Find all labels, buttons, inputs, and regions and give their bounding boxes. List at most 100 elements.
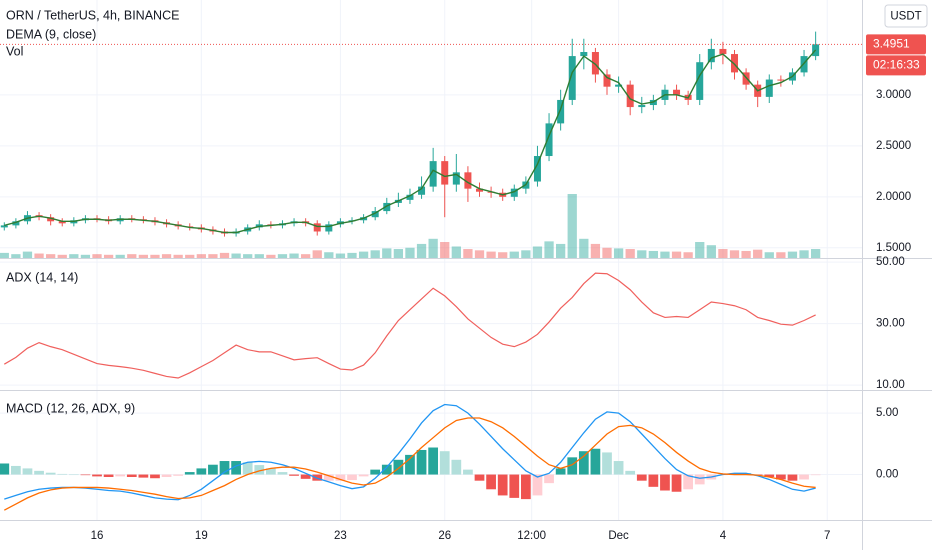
macd-histogram-bar xyxy=(358,474,369,477)
last-price-tag xyxy=(866,34,926,55)
candle-body xyxy=(441,161,449,185)
volume-bar xyxy=(648,250,659,258)
candle-body xyxy=(58,221,66,224)
volume-bar xyxy=(358,251,369,258)
volume-bar xyxy=(208,254,218,258)
macd-histogram-bar xyxy=(219,461,230,475)
candle-body xyxy=(765,79,773,97)
volume-bar xyxy=(289,253,299,258)
macd-histogram-bar xyxy=(775,474,786,480)
macd-histogram-bar xyxy=(208,464,218,475)
adx-line xyxy=(3,272,816,379)
currency-label: USDT xyxy=(890,11,921,23)
candle-body xyxy=(464,172,472,189)
adx-legend: ADX (14, 14) xyxy=(6,270,78,284)
macd-histogram-bar xyxy=(289,474,299,476)
macd-histogram-bar xyxy=(254,465,265,475)
macd-histogram-bar xyxy=(126,474,137,477)
candle-body xyxy=(638,105,646,108)
macd-histogram-bar xyxy=(590,448,601,475)
volume-bar xyxy=(92,254,102,258)
macd-histogram-bar xyxy=(613,461,624,475)
macd-histogram-bar xyxy=(497,474,508,496)
volume-bar xyxy=(219,252,230,258)
macd-histogram-bar xyxy=(242,462,253,475)
volume-bar xyxy=(382,248,392,258)
macd-histogram-bar xyxy=(567,457,578,475)
volume-bar xyxy=(22,251,33,258)
volume-bar xyxy=(474,250,485,258)
volume-bar xyxy=(0,252,9,258)
volume-bar xyxy=(370,250,380,258)
candle-body xyxy=(0,225,8,228)
volume-bar xyxy=(243,254,253,258)
volume-bar xyxy=(556,243,566,258)
volume-bar xyxy=(764,252,774,258)
volume-bar xyxy=(787,251,798,258)
macd-histogram-bar xyxy=(532,474,543,496)
volume-legend: Vol xyxy=(6,44,23,58)
volume-bar xyxy=(567,194,577,258)
candle-body xyxy=(545,123,553,157)
volume-bar xyxy=(301,254,311,258)
macd-histogram-bar xyxy=(671,474,682,492)
y-tick-label: 10.00 xyxy=(876,379,905,391)
volume-bar xyxy=(718,249,728,258)
currency-button[interactable] xyxy=(884,4,928,28)
candle-body xyxy=(383,202,391,212)
volume-bar xyxy=(602,247,612,258)
candle-body xyxy=(452,172,460,185)
macd-histogram-bar xyxy=(22,468,33,475)
macd-histogram-bar xyxy=(439,451,450,475)
volume-bar xyxy=(706,245,716,258)
volume-bar xyxy=(138,254,149,258)
volume-bar xyxy=(637,250,647,258)
volume-bar xyxy=(451,246,461,258)
macd-histogram-bar xyxy=(660,474,670,491)
candle-body xyxy=(707,48,715,63)
volume-bar xyxy=(671,251,682,258)
volume-bar xyxy=(34,253,44,258)
candle-body xyxy=(568,56,576,100)
candle-body xyxy=(371,211,379,218)
macd-histogram-bar xyxy=(636,474,647,481)
macd-histogram-bar xyxy=(393,459,404,475)
y-tick-label: 2.5000 xyxy=(876,140,911,152)
macd-histogram-bar xyxy=(474,474,485,481)
macd-histogram-bar xyxy=(428,447,439,475)
macd-histogram-bar xyxy=(521,474,531,500)
macd-histogram-bar xyxy=(544,474,554,484)
volume-bar xyxy=(347,252,357,258)
candle-body xyxy=(615,84,623,87)
candle-body xyxy=(603,74,611,87)
candle-body xyxy=(719,48,727,55)
x-tick-label: 12:00 xyxy=(517,530,546,542)
volume-bar xyxy=(103,254,114,258)
volume-bar xyxy=(532,246,543,258)
macd-histogram-bar xyxy=(335,474,346,481)
candle-body xyxy=(47,217,55,222)
volume-bar xyxy=(324,252,334,258)
x-tick-label: 4 xyxy=(720,530,727,542)
macd-histogram-bar xyxy=(578,451,589,475)
volume-bar xyxy=(544,241,554,258)
volume-bar xyxy=(69,254,79,258)
volume-bar xyxy=(127,254,137,258)
signal-line xyxy=(3,417,816,511)
macd-histogram-bar xyxy=(57,473,68,475)
macd-histogram-bar xyxy=(161,474,172,477)
volume-bar xyxy=(335,253,346,258)
volume-bar xyxy=(776,252,786,258)
macd-histogram-bar xyxy=(323,474,334,481)
x-tick-label: 19 xyxy=(195,530,208,542)
volume-bar xyxy=(185,254,195,258)
x-tick-label: Dec xyxy=(608,530,629,542)
volume-bar xyxy=(405,247,415,258)
volume-bar xyxy=(266,254,276,258)
x-tick-label: 7 xyxy=(824,530,830,542)
volume-bar xyxy=(46,254,56,258)
volume-bar xyxy=(486,251,496,258)
